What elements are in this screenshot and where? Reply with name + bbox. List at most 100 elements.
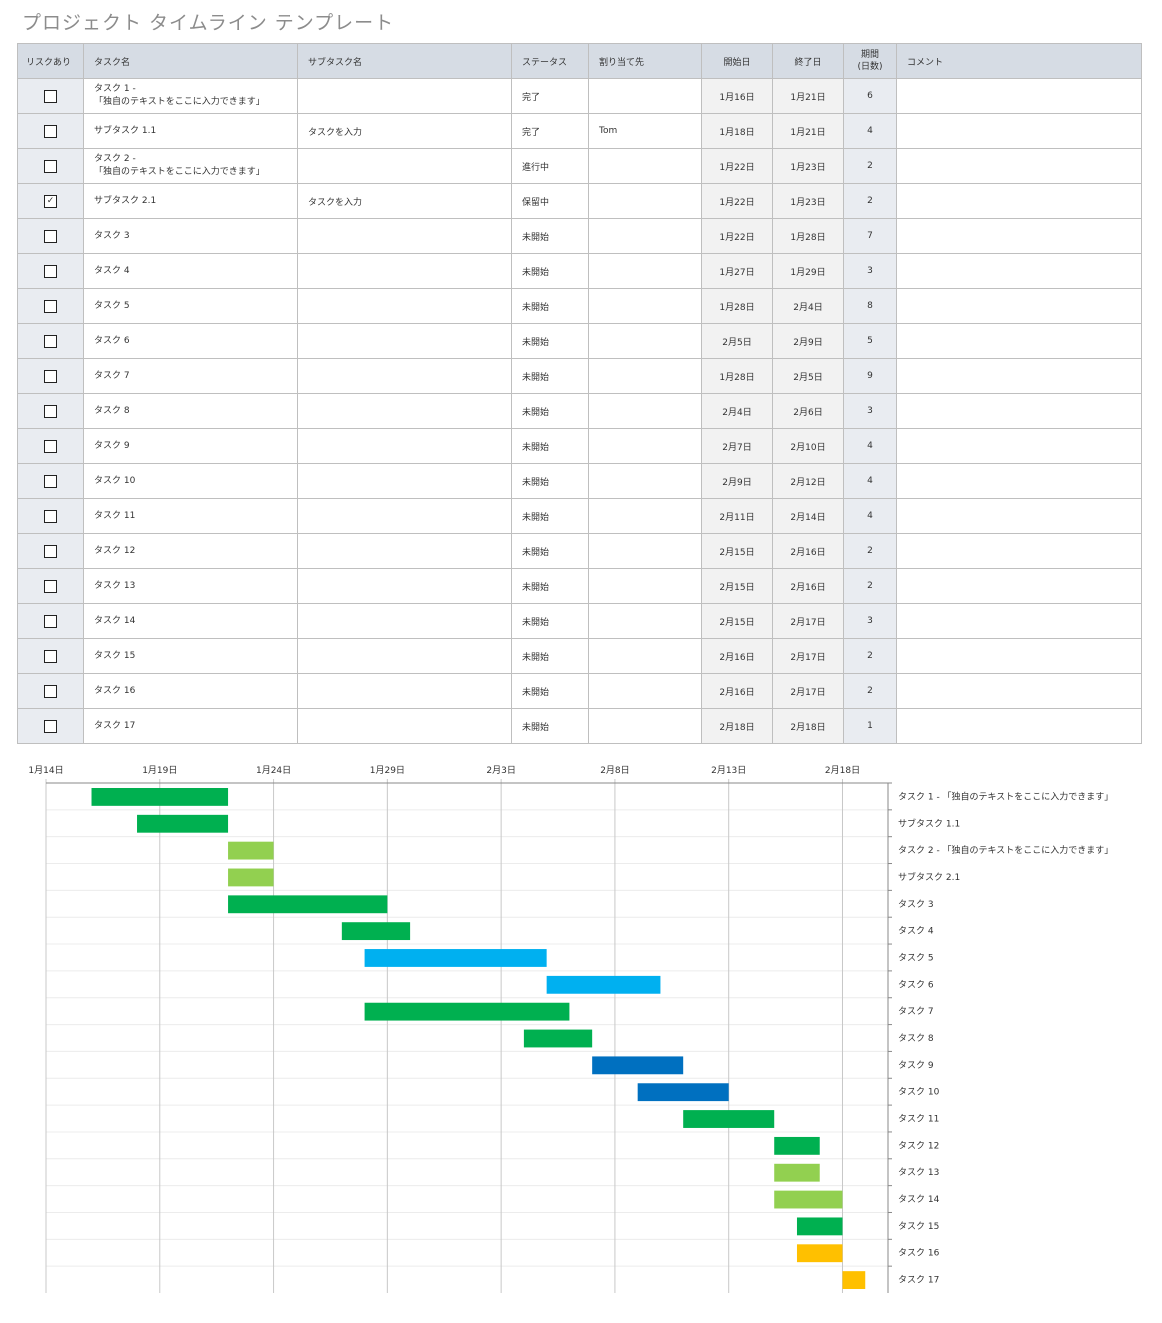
assignee-cell[interactable] (588, 218, 702, 254)
risk-checkbox[interactable] (44, 334, 57, 348)
end-date-cell[interactable]: 2月5日 (772, 358, 844, 394)
subtask-cell[interactable] (297, 673, 512, 709)
start-date-cell[interactable]: 2月4日 (701, 393, 773, 429)
comment-cell[interactable] (896, 603, 1142, 639)
end-date-cell[interactable]: 2月4日 (772, 288, 844, 324)
comment-cell[interactable] (896, 708, 1142, 744)
assignee-cell[interactable] (588, 428, 702, 464)
task-name-cell[interactable]: タスク 16 (83, 673, 298, 709)
comment-cell[interactable] (896, 78, 1142, 114)
risk-checkbox[interactable] (44, 544, 57, 558)
comment-cell[interactable] (896, 638, 1142, 674)
task-name-cell[interactable]: タスク 5 (83, 288, 298, 324)
risk-checkbox[interactable] (44, 719, 57, 733)
assignee-cell[interactable] (588, 708, 702, 744)
task-name-cell[interactable]: タスク 8 (83, 393, 298, 429)
task-name-cell[interactable]: タスク 6 (83, 323, 298, 359)
header-subtask[interactable]: サブタスク名 (297, 43, 512, 79)
start-date-cell[interactable]: 2月16日 (701, 638, 773, 674)
comment-cell[interactable] (896, 288, 1142, 324)
start-date-cell[interactable]: 1月22日 (701, 148, 773, 184)
status-cell[interactable]: 完了 (511, 78, 589, 114)
comment-cell[interactable] (896, 533, 1142, 569)
status-cell[interactable]: 未開始 (511, 428, 589, 464)
header-comment[interactable]: コメント (896, 43, 1142, 79)
task-name-cell[interactable]: タスク 3 (83, 218, 298, 254)
end-date-cell[interactable]: 2月10日 (772, 428, 844, 464)
assignee-cell[interactable] (588, 638, 702, 674)
task-name-cell[interactable]: タスク 1 - 「独自のテキストをここに入力できます」 (83, 78, 298, 114)
status-cell[interactable]: 完了 (511, 113, 589, 149)
start-date-cell[interactable]: 1月28日 (701, 288, 773, 324)
task-name-cell[interactable]: タスク 10 (83, 463, 298, 499)
comment-cell[interactable] (896, 673, 1142, 709)
risk-checkbox[interactable] (44, 229, 57, 243)
status-cell[interactable]: 未開始 (511, 218, 589, 254)
risk-checkbox[interactable] (44, 649, 57, 663)
end-date-cell[interactable]: 2月16日 (772, 533, 844, 569)
end-date-cell[interactable]: 1月23日 (772, 183, 844, 219)
start-date-cell[interactable]: 1月28日 (701, 358, 773, 394)
risk-checkbox[interactable] (44, 299, 57, 313)
assignee-cell[interactable] (588, 603, 702, 639)
task-name-cell[interactable]: タスク 15 (83, 638, 298, 674)
task-name-cell[interactable]: タスク 9 (83, 428, 298, 464)
status-cell[interactable]: 未開始 (511, 358, 589, 394)
status-cell[interactable]: 未開始 (511, 498, 589, 534)
status-cell[interactable]: 保留中 (511, 183, 589, 219)
comment-cell[interactable] (896, 498, 1142, 534)
assignee-cell[interactable] (588, 463, 702, 499)
end-date-cell[interactable]: 1月21日 (772, 113, 844, 149)
comment-cell[interactable] (896, 113, 1142, 149)
subtask-cell[interactable] (297, 358, 512, 394)
assignee-cell[interactable] (588, 393, 702, 429)
assignee-cell[interactable] (588, 78, 702, 114)
end-date-cell[interactable]: 2月18日 (772, 708, 844, 744)
end-date-cell[interactable]: 2月12日 (772, 463, 844, 499)
start-date-cell[interactable]: 2月7日 (701, 428, 773, 464)
status-cell[interactable]: 未開始 (511, 708, 589, 744)
start-date-cell[interactable]: 1月18日 (701, 113, 773, 149)
start-date-cell[interactable]: 2月5日 (701, 323, 773, 359)
end-date-cell[interactable]: 2月17日 (772, 673, 844, 709)
subtask-cell[interactable] (297, 463, 512, 499)
status-cell[interactable]: 未開始 (511, 393, 589, 429)
start-date-cell[interactable]: 2月18日 (701, 708, 773, 744)
status-cell[interactable]: 未開始 (511, 253, 589, 289)
header-task[interactable]: タスク名 (83, 43, 298, 79)
comment-cell[interactable] (896, 183, 1142, 219)
task-name-cell[interactable]: タスク 7 (83, 358, 298, 394)
risk-checkbox[interactable] (44, 509, 57, 523)
assignee-cell[interactable] (588, 148, 702, 184)
assignee-cell[interactable] (588, 673, 702, 709)
start-date-cell[interactable]: 2月15日 (701, 603, 773, 639)
comment-cell[interactable] (896, 428, 1142, 464)
subtask-cell[interactable] (297, 498, 512, 534)
subtask-cell[interactable] (297, 533, 512, 569)
status-cell[interactable]: 未開始 (511, 323, 589, 359)
header-end[interactable]: 終了日 (772, 43, 844, 79)
status-cell[interactable]: 未開始 (511, 533, 589, 569)
assignee-cell[interactable]: Tom (588, 113, 702, 149)
risk-checkbox[interactable] (44, 369, 57, 383)
subtask-cell[interactable]: タスクを入力 (297, 113, 512, 149)
subtask-cell[interactable] (297, 568, 512, 604)
start-date-cell[interactable]: 2月11日 (701, 498, 773, 534)
comment-cell[interactable] (896, 323, 1142, 359)
subtask-cell[interactable] (297, 253, 512, 289)
task-name-cell[interactable]: サブタスク 1.1 (83, 113, 298, 149)
end-date-cell[interactable]: 2月9日 (772, 323, 844, 359)
assignee-cell[interactable] (588, 498, 702, 534)
assignee-cell[interactable] (588, 323, 702, 359)
risk-checkbox[interactable] (44, 439, 57, 453)
assignee-cell[interactable] (588, 358, 702, 394)
risk-checkbox[interactable] (44, 264, 57, 278)
assignee-cell[interactable] (588, 568, 702, 604)
comment-cell[interactable] (896, 568, 1142, 604)
task-name-cell[interactable]: タスク 11 (83, 498, 298, 534)
assignee-cell[interactable] (588, 533, 702, 569)
risk-checkbox[interactable] (44, 124, 57, 138)
end-date-cell[interactable]: 2月14日 (772, 498, 844, 534)
subtask-cell[interactable]: タスクを入力 (297, 183, 512, 219)
comment-cell[interactable] (896, 463, 1142, 499)
